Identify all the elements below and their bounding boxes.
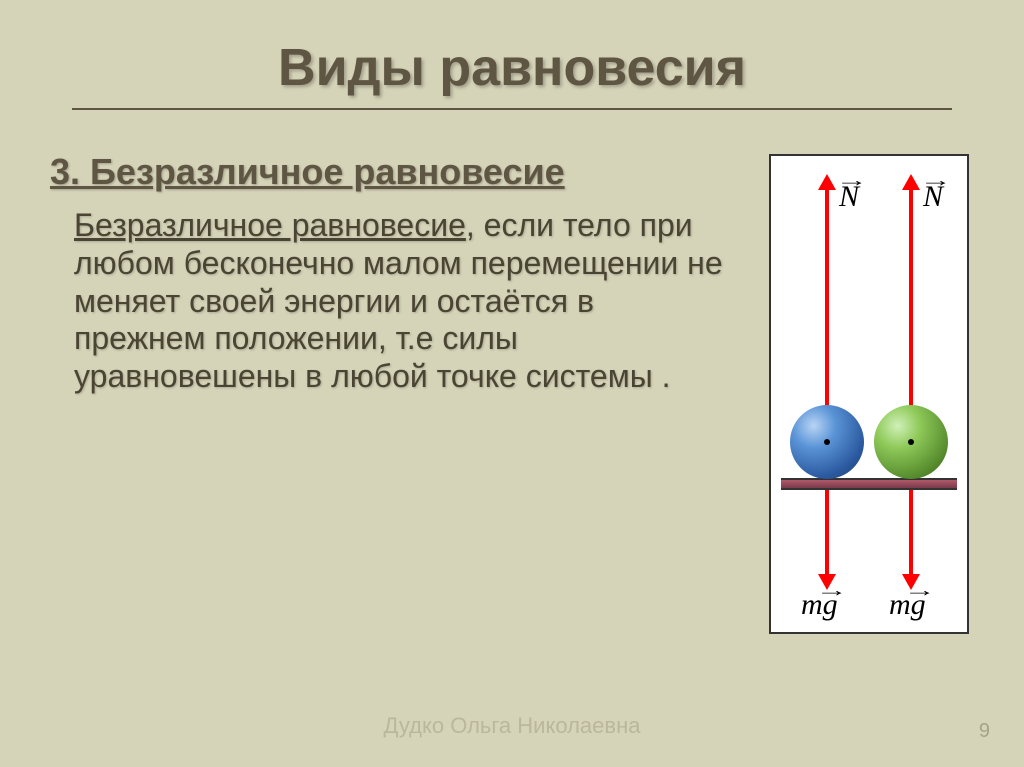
diagram-column: N→N→mg→mg→: [754, 150, 984, 634]
text-column: 3. Безразличное равновесие Безразличное …: [40, 150, 734, 396]
watermark-text: Дудко Ольга Николаевна: [0, 713, 1024, 739]
vector-arrow-mg-1: →: [816, 580, 848, 601]
title-underline: [72, 108, 952, 110]
slide: Виды равновесия 3. Безразличное равновес…: [0, 0, 1024, 767]
surface-bar: [781, 478, 957, 490]
vector-arrow-n-1: →: [836, 170, 868, 191]
subtitle-number: 3.: [50, 151, 80, 192]
force-arrow-n-2: [909, 188, 913, 442]
vector-arrow-n-2: →: [920, 170, 952, 191]
equilibrium-diagram: N→N→mg→mg→: [769, 154, 969, 634]
content-row: 3. Безразличное равновесие Безразличное …: [40, 150, 984, 634]
body-lead: Безразличное равновесие: [74, 207, 466, 243]
vector-arrow-mg-2: →: [904, 580, 936, 601]
body-text: Безразличное равновесие, если тело при л…: [50, 207, 734, 396]
subtitle-text: Безразличное равновесие: [90, 151, 565, 192]
ball-2: [874, 405, 948, 479]
ball-center-dot-1: [824, 439, 830, 445]
page-number: 9: [979, 720, 990, 743]
slide-title: Виды равновесия: [40, 38, 984, 98]
subtitle: 3. Безразличное равновесие: [50, 150, 734, 193]
ball-1: [790, 405, 864, 479]
ball-center-dot-2: [908, 439, 914, 445]
force-arrow-n-1: [825, 188, 829, 442]
